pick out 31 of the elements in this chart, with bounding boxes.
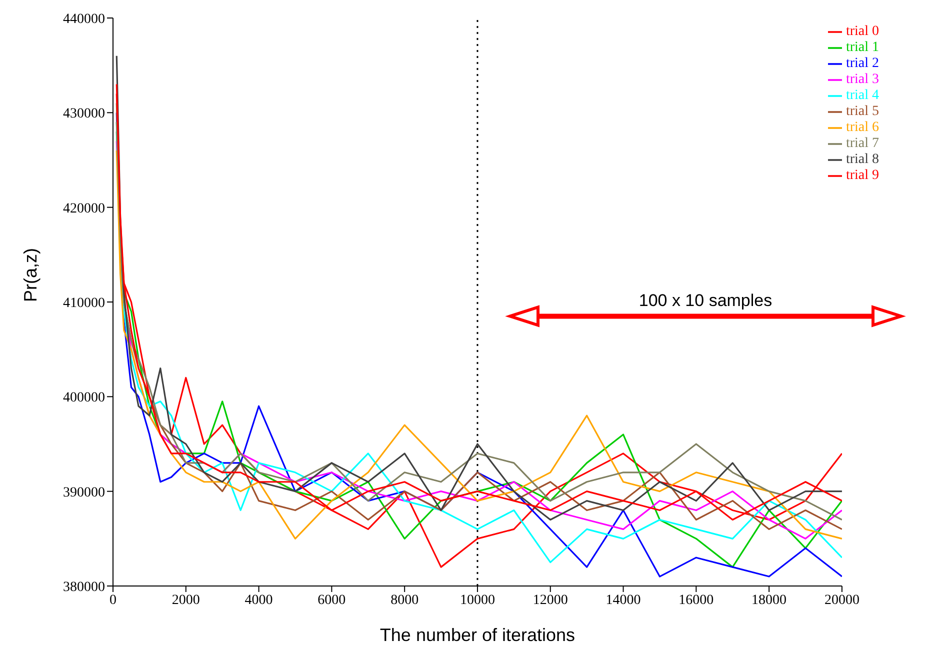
legend-label: trial 7: [846, 136, 879, 151]
x-tick-label: 18000: [752, 592, 787, 608]
legend-label: trial 6: [846, 120, 879, 135]
x-tick-label: 4000: [244, 592, 273, 608]
y-axis-title: Pr(a,z): [20, 248, 40, 302]
legend-label: trial 8: [846, 152, 879, 167]
x-tick-label: 8000: [390, 592, 419, 608]
y-tick-label: 410000: [63, 296, 105, 311]
legend-label: trial 5: [846, 104, 879, 119]
x-tick-label: 12000: [532, 592, 568, 608]
legend-label: trial 1: [846, 40, 879, 55]
legend-label: trial 9: [846, 168, 879, 183]
x-tick-label: 0: [110, 592, 116, 608]
x-tick-label: 20000: [824, 592, 860, 608]
legend-label: trial 4: [846, 88, 879, 103]
x-tick-label: 6000: [318, 592, 346, 608]
x-axis-title: The number of iterations: [380, 625, 576, 645]
x-tick-label: 10000: [460, 592, 495, 608]
legend-label: trial 2: [846, 56, 879, 71]
legend-label: trial 3: [846, 72, 879, 87]
y-tick-label: 440000: [63, 12, 105, 27]
x-tick-label: 14000: [606, 592, 641, 608]
y-tick-label: 390000: [63, 485, 105, 500]
x-tick-label: 2000: [172, 592, 200, 608]
legend-label: trial 0: [846, 24, 879, 39]
annotation: 100 x 10 samples: [638, 291, 772, 310]
y-tick-label: 420000: [63, 201, 105, 216]
y-tick-label: 380000: [63, 580, 105, 595]
y-tick-label: 400000: [63, 390, 105, 406]
y-tick-label: 430000: [63, 106, 105, 122]
x-tick-label: 16000: [678, 592, 714, 608]
